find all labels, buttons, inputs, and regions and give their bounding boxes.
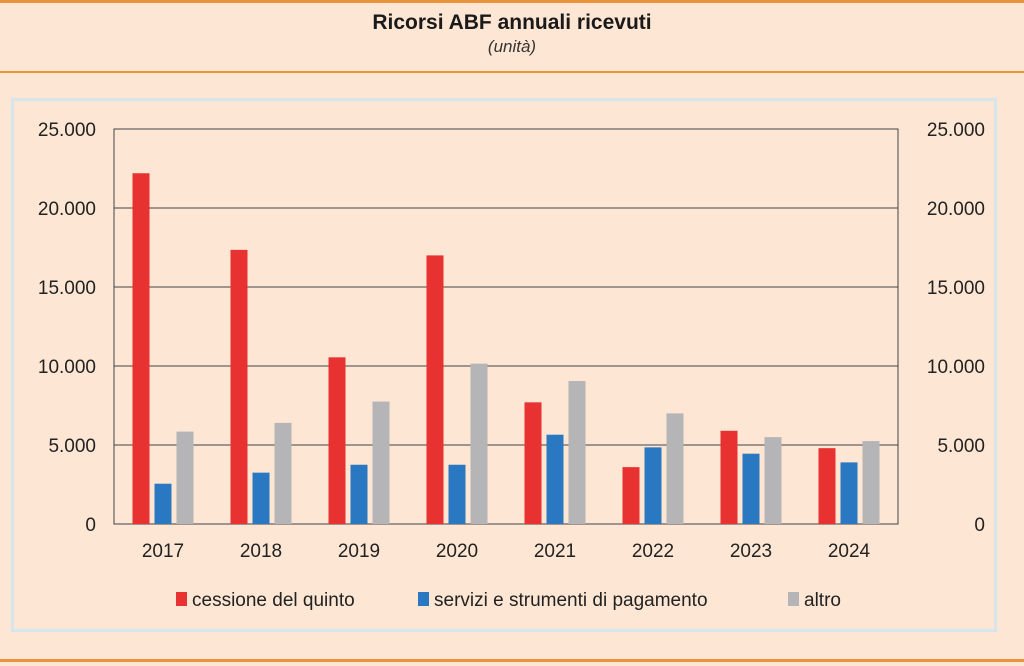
y-tick-label-right: 0 bbox=[974, 515, 985, 536]
bar-2024-1 bbox=[818, 448, 836, 524]
y-tick-label-left: 20.000 bbox=[38, 199, 96, 220]
bar-2023-1 bbox=[720, 430, 738, 524]
x-tick-label: 2017 bbox=[142, 541, 184, 562]
bar-2022-3 bbox=[666, 413, 684, 524]
bar-2018-1 bbox=[230, 249, 248, 524]
bar-2020-2 bbox=[448, 464, 466, 524]
bar-2018-2 bbox=[252, 472, 270, 524]
top-border bbox=[0, 0, 1024, 3]
chart-header: Ricorsi ABF annuali ricevuti (unità) bbox=[0, 10, 1024, 58]
x-tick-label: 2022 bbox=[632, 541, 674, 562]
y-tick-label-left: 10.000 bbox=[38, 357, 96, 378]
bar-2017-3 bbox=[176, 431, 194, 524]
bar-2022-2 bbox=[644, 447, 662, 524]
bar-2022-1 bbox=[622, 467, 640, 524]
y-tick-label-left: 5.000 bbox=[48, 436, 96, 457]
chart-subtitle: (unità) bbox=[487, 37, 537, 56]
bar-2019-1 bbox=[328, 357, 346, 524]
bar-2024-3 bbox=[862, 441, 880, 524]
x-tick-label: 2019 bbox=[338, 541, 380, 562]
legend-label-2: servizi e strumenti di pagamento bbox=[434, 590, 708, 611]
chart-title: Ricorsi ABF annuali ricevuti bbox=[372, 11, 652, 34]
y-tick-label-right: 10.000 bbox=[927, 357, 985, 378]
legend-swatch-3 bbox=[788, 592, 799, 606]
x-tick-label: 2018 bbox=[240, 541, 282, 562]
bar-2023-2 bbox=[742, 453, 760, 524]
y-tick-label-left: 0 bbox=[85, 515, 96, 536]
bar-2024-2 bbox=[840, 462, 858, 524]
y-tick-label-right: 25.000 bbox=[927, 120, 985, 141]
y-tick-label-left: 15.000 bbox=[38, 278, 96, 299]
bar-2019-3 bbox=[372, 401, 390, 524]
y-tick-label-right: 15.000 bbox=[927, 278, 985, 299]
bar-2017-2 bbox=[154, 483, 172, 524]
legend-label-3: altro bbox=[804, 590, 841, 611]
bar-2020-1 bbox=[426, 255, 444, 524]
y-tick-label-right: 5.000 bbox=[937, 436, 985, 457]
header-divider bbox=[0, 71, 1024, 73]
plot-frame bbox=[113, 128, 899, 525]
y-tick-label-right: 20.000 bbox=[927, 199, 985, 220]
x-tick-label: 2024 bbox=[828, 541, 871, 562]
legend-swatch-2 bbox=[418, 592, 429, 606]
bar-2023-3 bbox=[764, 437, 782, 524]
y-tick-label-left: 25.000 bbox=[38, 120, 96, 141]
bar-2020-3 bbox=[470, 363, 488, 524]
bar-2017-1 bbox=[132, 173, 150, 525]
legend-swatch-1 bbox=[176, 592, 187, 606]
bar-2021-3 bbox=[568, 381, 586, 524]
bar-2021-1 bbox=[524, 402, 542, 524]
legend-label-1: cessione del quinto bbox=[192, 590, 355, 611]
x-tick-label: 2021 bbox=[534, 541, 576, 562]
chart-panel bbox=[11, 98, 997, 632]
bar-2019-2 bbox=[350, 464, 368, 524]
x-tick-label: 2020 bbox=[436, 541, 478, 562]
x-tick-label: 2023 bbox=[730, 541, 772, 562]
bottom-border bbox=[0, 659, 1024, 662]
bar-2018-3 bbox=[274, 422, 292, 524]
bar-2021-2 bbox=[546, 434, 564, 524]
